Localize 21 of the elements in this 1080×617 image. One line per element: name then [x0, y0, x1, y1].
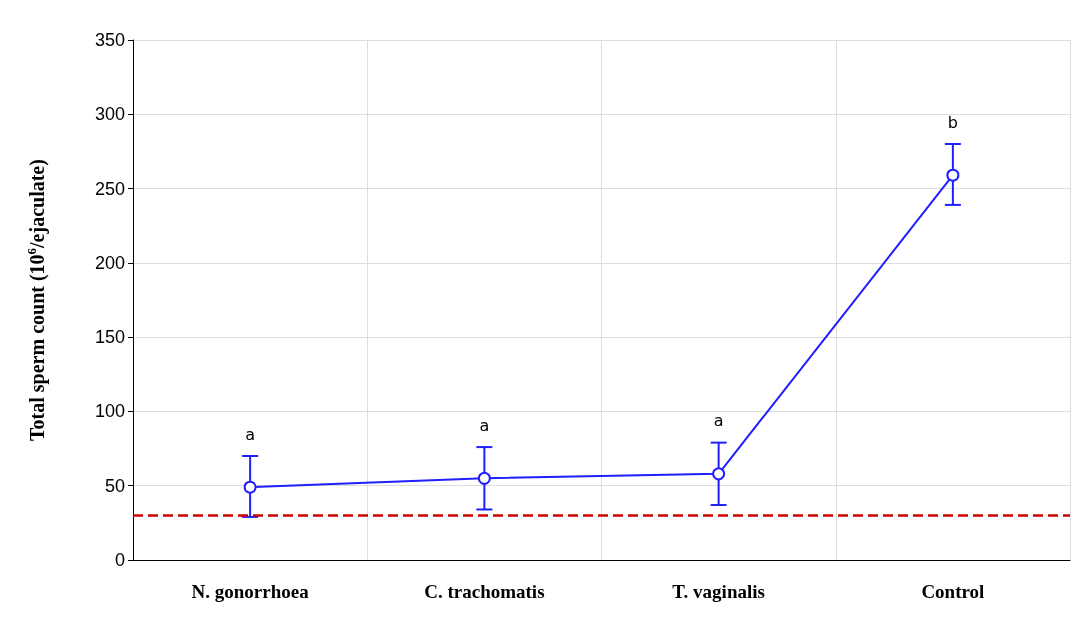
y-tick-label: 300 — [94, 104, 125, 125]
x-tick-label: C. trachomatis — [424, 581, 545, 602]
y-axis-title: Total sperm count (106/ejaculate) — [24, 159, 49, 441]
x-tick-label: N. gonorrhoea — [191, 581, 310, 602]
point — [477, 471, 491, 485]
annotation: a — [713, 411, 724, 431]
point — [712, 467, 726, 481]
x-tick-label: Control — [921, 581, 985, 602]
x-tick-label: T. vaginalis — [672, 581, 765, 602]
y-tick-label: 0 — [114, 550, 125, 570]
y-tick-label: 150 — [94, 327, 125, 348]
point — [243, 480, 257, 494]
annotation: a — [245, 424, 256, 444]
y-tick-label: 200 — [94, 252, 125, 273]
y-tick-label: 50 — [104, 475, 125, 496]
y-tick-label: 350 — [94, 30, 125, 50]
annotation: b — [947, 112, 958, 132]
point — [946, 168, 960, 182]
y-tick-label: 250 — [94, 178, 125, 199]
annotation: a — [479, 415, 490, 435]
y-tick-label: 100 — [94, 401, 125, 422]
